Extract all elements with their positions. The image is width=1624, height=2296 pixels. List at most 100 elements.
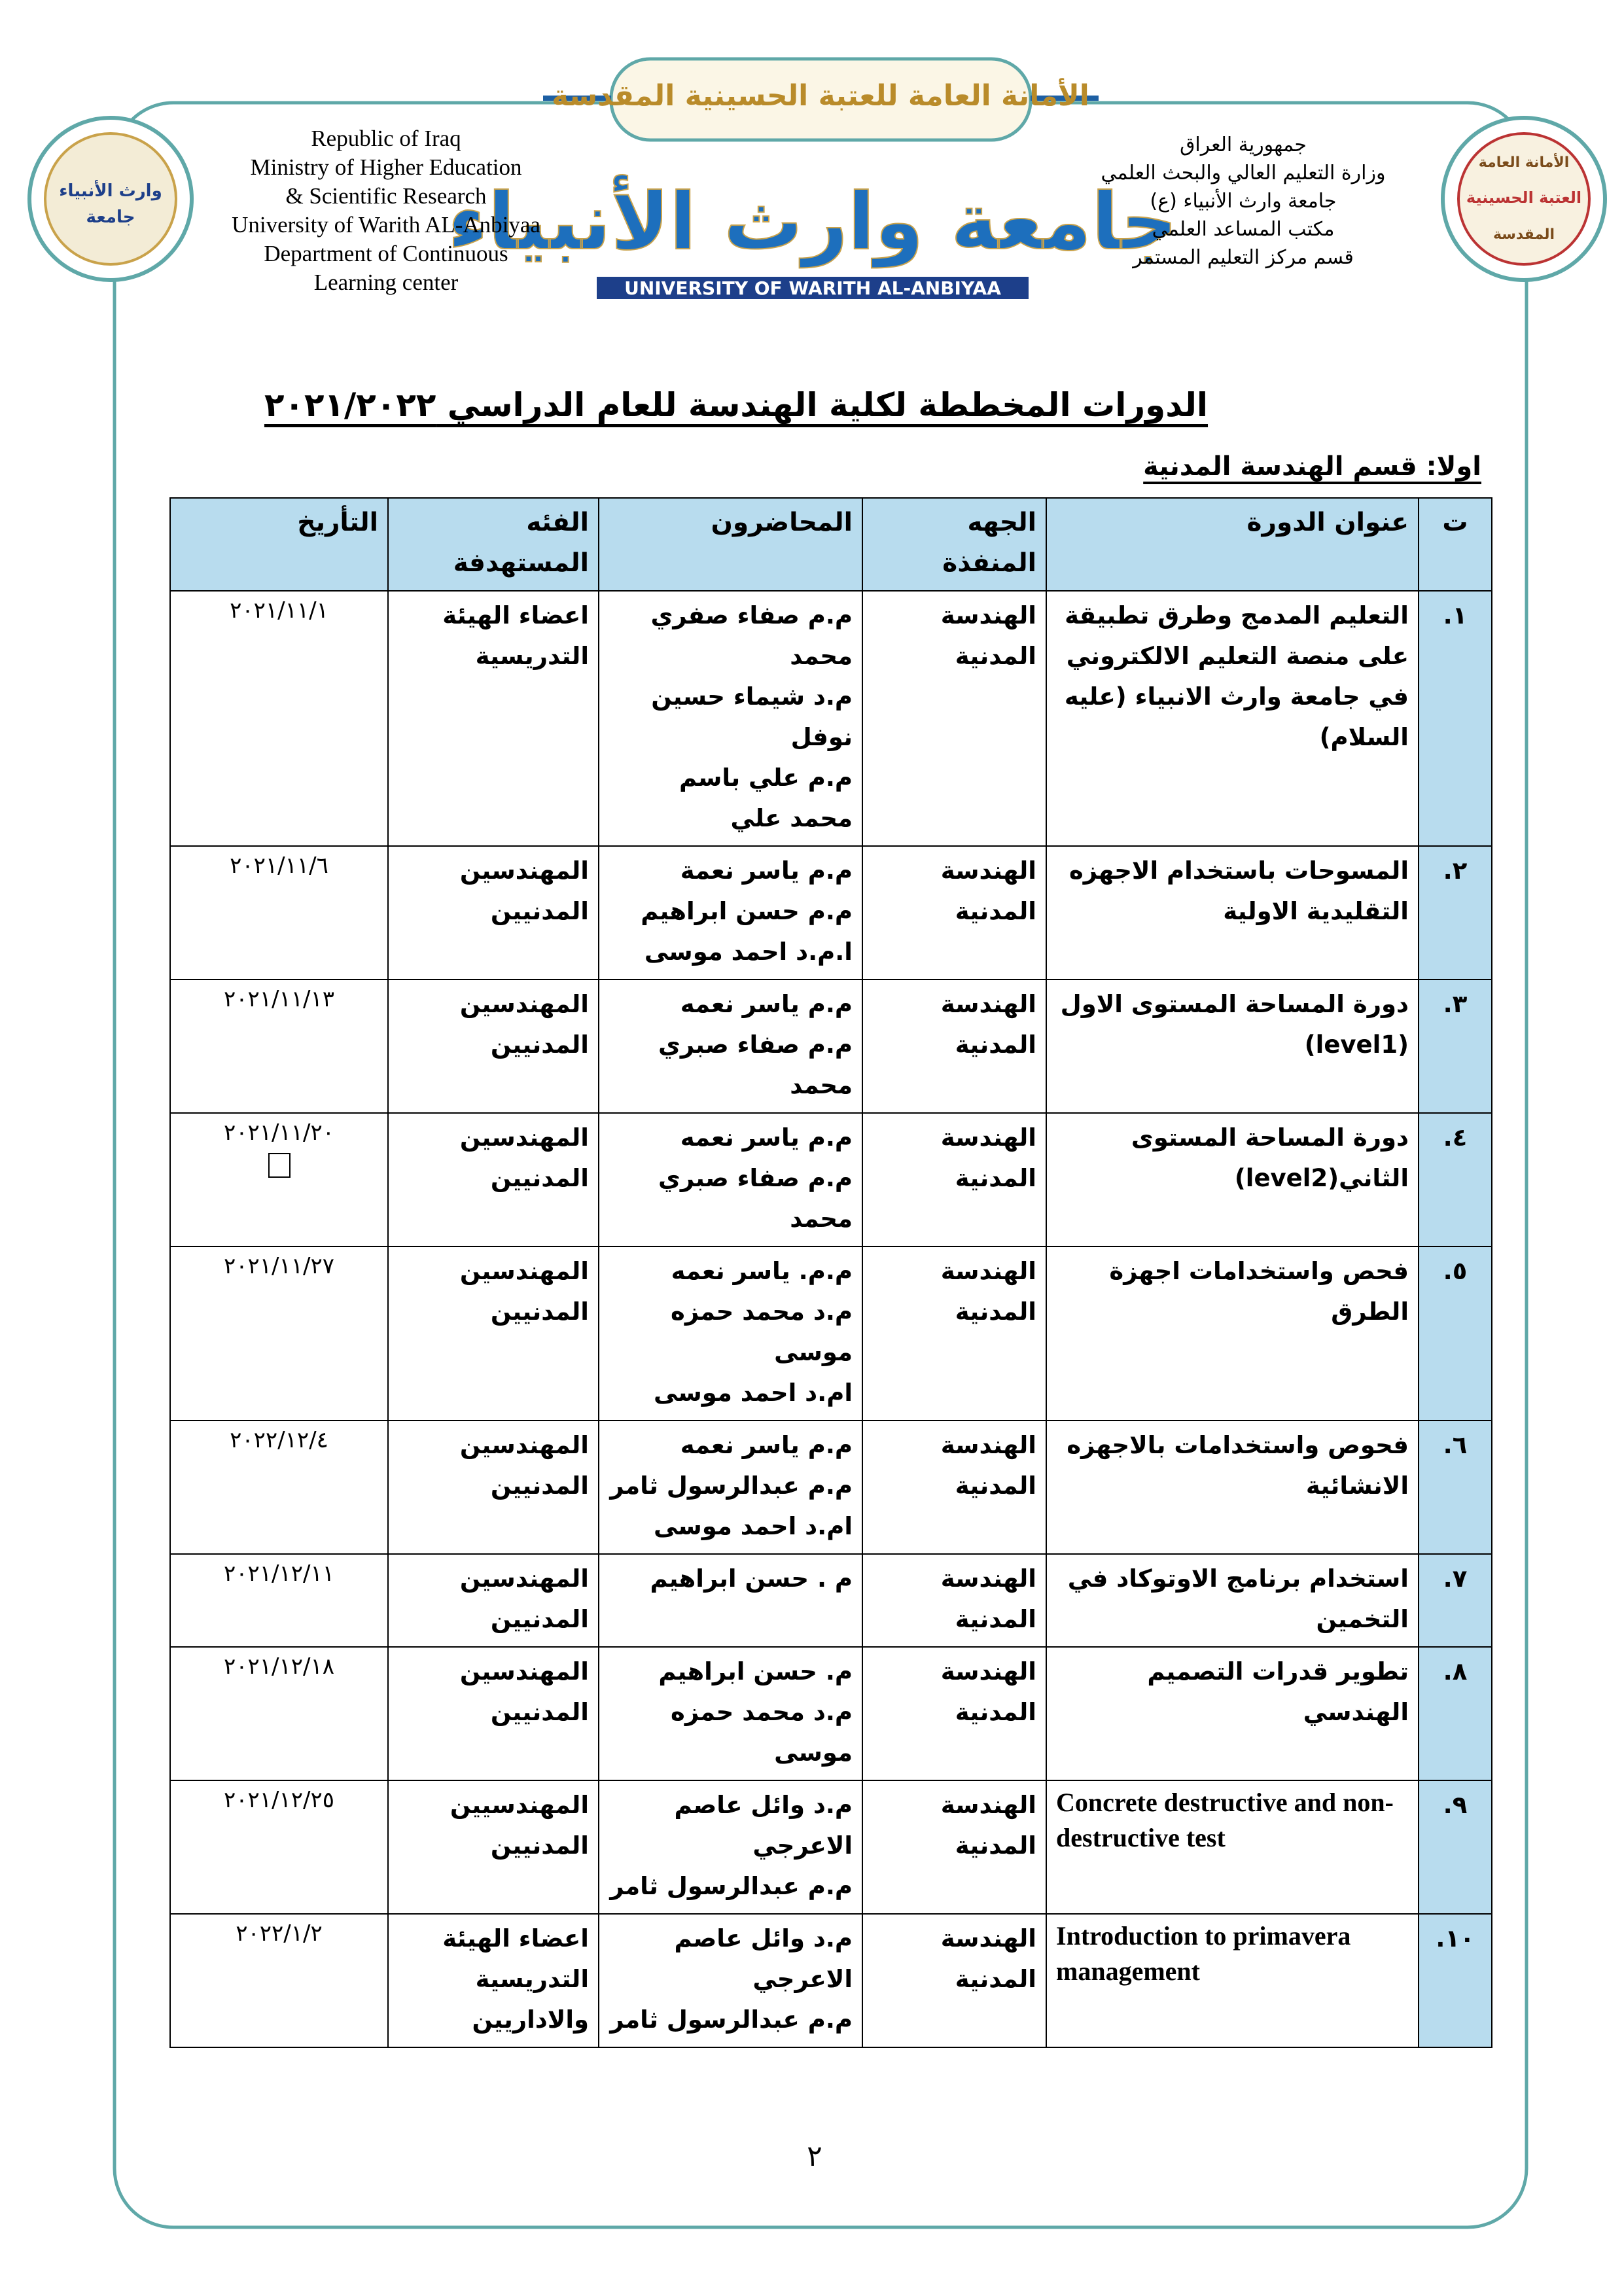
column-header: الجهه المنفذة xyxy=(862,497,1047,592)
row-number: ٢. xyxy=(1418,845,1492,980)
lecturer: م.م صفاء صبري محمد xyxy=(658,1164,853,1233)
lecturers-cell: م.د وائل عاصم الاعرجي م.م عبدالرسول ثامر xyxy=(598,1913,863,2048)
empty-box xyxy=(268,1153,291,1178)
date: ٢٠٢١/١٢/٢٥ xyxy=(169,1780,389,1915)
course-title: تطوير قدرات التصميم الهندسي xyxy=(1147,1657,1409,1726)
course-title-cell: Concrete destructive and non-destructive… xyxy=(1046,1780,1419,1915)
table-row: ١٠. Introduction to primavera management ا… xyxy=(169,1913,1492,2048)
department: الهندسة المدنية xyxy=(862,1646,1047,1781)
row-number: ٨. xyxy=(1418,1646,1492,1781)
lecturer: م.م عبدالرسول ثامر xyxy=(610,1872,853,1900)
lecturers-cell: م.م صفاء صفري محمد م.د شيماء حسين نوفل م.م… xyxy=(598,590,863,847)
row-number: ٩. xyxy=(1418,1780,1492,1915)
audience: اعضاء الهيئة التدريسية xyxy=(387,590,599,847)
lecturer: م.م حسن ابراهيم xyxy=(641,897,853,925)
lecturer: ام.د احمد موسى xyxy=(653,1512,853,1540)
course-title-cell: التعليم المدمج وطرق تطبيقة على منصة التع… xyxy=(1046,590,1419,847)
course-title: التعليم المدمج وطرق تطبيقة على منصة التع… xyxy=(1064,601,1409,751)
department: الهندسة المدنية xyxy=(862,590,1047,847)
table-row: ٥. فحص واستخدامات اجهزة الطرق الهندسة المد… xyxy=(169,1246,1492,1421)
left-logo-text: وارث الأنبياء xyxy=(59,180,162,201)
header-line: Learning center xyxy=(313,270,459,295)
lecturer: م.م صفاء صبري محمد xyxy=(658,1031,853,1099)
banner-text: الأمانة العامة للعتبة الحسينية المقدسة xyxy=(552,78,1089,113)
lecturer: م.د محمد حمزه موسى xyxy=(670,1698,853,1767)
date: ٢٠٢١/١١/١٣ xyxy=(169,979,389,1114)
header-line: قسم مركز التعليم المستمر xyxy=(1133,246,1354,269)
lecturer: ا.م.د احمد موسى xyxy=(644,938,853,966)
english-header: Republic of Iraq Ministry of Higher Educa… xyxy=(196,124,576,297)
left-logo-text: جامعة xyxy=(86,207,135,227)
lecturers-cell: م.م. ياسر نعمه م.د محمد حمزه موسى ام.د احم… xyxy=(598,1246,863,1421)
table-row: ٣. دورة المساحة المستوى الاول (level1) اله… xyxy=(169,979,1492,1114)
left-logo-inner xyxy=(44,132,177,266)
lecturer: م.م علي باسم محمد علي xyxy=(679,764,853,832)
table-row: ٩. Concrete destructive and non-destructi… xyxy=(169,1780,1492,1915)
date: ٢٠٢١/١١/٦ xyxy=(169,845,389,980)
table-row: ٦. فحوص واستخدامات بالاجهزه الانشائية الهن… xyxy=(169,1420,1492,1555)
course-title-cell: فحص واستخدامات اجهزة الطرق xyxy=(1046,1246,1419,1421)
row-number: ١٠. xyxy=(1418,1913,1492,2048)
department: الهندسة المدنية xyxy=(862,845,1047,980)
header-line: وزارة التعليم العالي والبحث العلمي xyxy=(1101,162,1386,185)
department: الهندسة المدنية xyxy=(862,1913,1047,2048)
lecturer: م.د وائل عاصم الاعرجي xyxy=(674,1924,853,1993)
audience: المهندسين المدنيين xyxy=(387,1646,599,1781)
lecturer: م.م عبدالرسول ثامر xyxy=(610,2005,853,2034)
row-number: ١. xyxy=(1418,590,1492,847)
lecturer: م.م ياسر نعمة xyxy=(680,857,853,885)
university-logo-text: جامعة وارث الأنبياء xyxy=(448,175,1177,268)
table-row: ١. التعليم المدمج وطرق تطبيقة على منصة ال… xyxy=(169,590,1492,847)
lecturer: م.م صفاء صفري محمد xyxy=(650,601,853,670)
course-title: المسوحات باستخدام الاجهزه التقليدية الاو… xyxy=(1068,857,1409,925)
header-line: جامعة وارث الأنبياء (ع) xyxy=(1150,190,1337,213)
date: ٢٠٢٢/١٢/٤ xyxy=(169,1420,389,1555)
course-title-cell: المسوحات باستخدام الاجهزه التقليدية الاو… xyxy=(1046,845,1419,980)
lecturers-cell: م.د وائل عاصم الاعرجي م.م عبدالرسول ثامر xyxy=(598,1780,863,1915)
page-number: ٢ xyxy=(807,2140,822,2173)
department: الهندسة المدنية xyxy=(862,1420,1047,1555)
logo-bar xyxy=(597,277,1029,299)
column-header: المحاضرون xyxy=(598,497,863,592)
audience: المهندسين المدنيين xyxy=(387,1553,599,1648)
lecturer: م.د محمد حمزه موسى xyxy=(670,1298,853,1366)
header-line: Department of Continuous xyxy=(264,241,508,266)
lecturers-cell: م . حسن ابراهيم xyxy=(598,1553,863,1648)
lecturer: م.م عبدالرسول ثامر xyxy=(610,1472,853,1500)
row-number: ٧. xyxy=(1418,1553,1492,1648)
department: الهندسة المدنية xyxy=(862,1112,1047,1247)
lecturers-cell: م.م ياسر نعمه م.م عبدالرسول ثامر ام.د احمد… xyxy=(598,1420,863,1555)
right-logo-inner xyxy=(1457,132,1591,266)
department: الهندسة المدنية xyxy=(862,1553,1047,1648)
arabic-header: جمهورية العراق وزارة التعليم العالي والبح… xyxy=(1060,131,1426,272)
lecturer: م.م. ياسر نعمه xyxy=(671,1257,853,1285)
date: ٢٠٢١/١٢/١٨ xyxy=(169,1646,389,1781)
department: الهندسة المدنية xyxy=(862,1246,1047,1421)
audience: المهندسين المدنيين xyxy=(387,979,599,1114)
date: ٢٠٢١/١٢/١١ xyxy=(169,1553,389,1648)
lecturers-cell: م. حسن ابراهيم م.د محمد حمزه موسى xyxy=(598,1646,863,1781)
department: الهندسة المدنية xyxy=(862,979,1047,1114)
right-logo-text: الأمانة العامة xyxy=(1479,152,1570,171)
course-title: فحص واستخدامات اجهزة الطرق xyxy=(1109,1257,1409,1326)
lecturer: م . حسن ابراهيم xyxy=(650,1564,853,1593)
table-row: ٤. دورة المساحة المستوى الثاني(level2) اله… xyxy=(169,1112,1492,1247)
course-title: دورة المساحة المستوى الثاني(level2) xyxy=(1131,1123,1409,1192)
header-line: Ministry of Higher Education xyxy=(250,154,522,180)
header-line: & Scientific Research xyxy=(285,183,487,209)
lecturer: م.د وائل عاصم الاعرجي xyxy=(674,1791,853,1860)
department: الهندسة المدنية xyxy=(862,1780,1047,1915)
audience: المهندسين المدنيين xyxy=(387,1420,599,1555)
course-title: Concrete destructive and non-destructive… xyxy=(1056,1788,1394,1852)
lecturers-cell: م.م ياسر نعمه م.م صفاء صبري محمد xyxy=(598,1112,863,1247)
row-number: ٣. xyxy=(1418,979,1492,1114)
document-title: الدورات المخططة لكلية الهندسة للعام الدر… xyxy=(264,386,1209,424)
column-header: ت xyxy=(1418,497,1492,592)
row-number: ٤. xyxy=(1418,1112,1492,1247)
table-row: ٧. استخدام برنامج الاوتوكاد في التخمين اله… xyxy=(169,1553,1492,1648)
course-title-cell: استخدام برنامج الاوتوكاد في التخمين xyxy=(1046,1553,1419,1648)
header-line: Republic of Iraq xyxy=(311,126,461,151)
right-logo-text: المقدسة xyxy=(1493,226,1555,243)
